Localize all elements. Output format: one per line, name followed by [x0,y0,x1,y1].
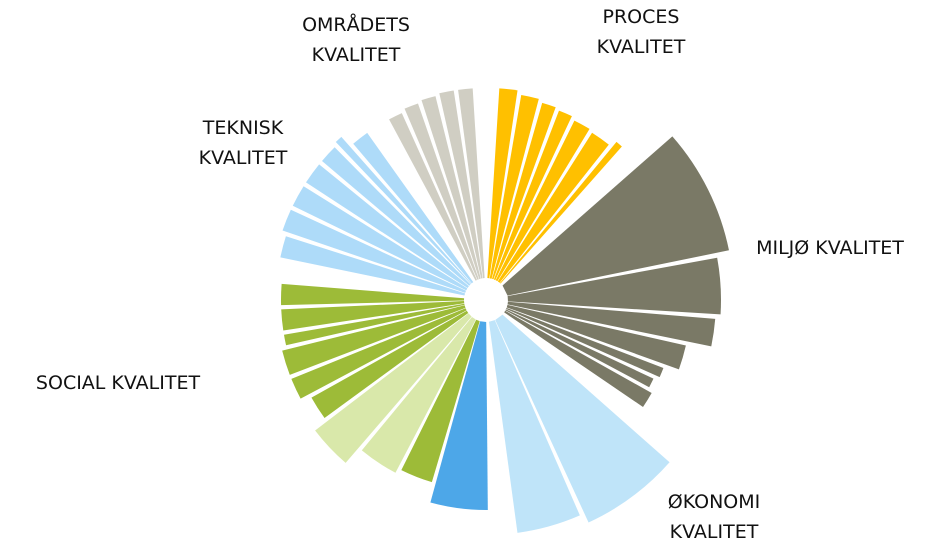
group-label: PROCES KVALITET [596,6,686,58]
wedge [281,301,465,331]
wedge [389,113,477,281]
group-label: MILJØ KVALITET [756,237,904,259]
wedge [361,316,476,473]
wedge [353,132,474,284]
wedge [315,313,472,463]
wedge [505,309,654,388]
wedge [492,102,556,280]
wedge [488,320,580,533]
wedge [335,136,472,285]
group-label: ØKONOMI KVALITET [667,491,761,543]
wedge [495,120,590,282]
wedge [504,310,652,408]
wedge [291,308,467,399]
wedge [497,132,609,283]
wedge [283,303,465,346]
wedge [430,321,488,510]
wedge [282,305,466,375]
group-label: OMRÅDETS KVALITET [302,14,410,66]
group-label: SOCIAL KVALITET [35,372,201,394]
wedge [439,90,483,279]
wedge [506,307,664,378]
wedge [507,257,722,315]
wedge [500,141,622,284]
wedge [421,96,481,280]
wedge [282,209,467,293]
wedge [495,314,670,523]
wedge [322,147,471,286]
wedge [401,319,480,483]
wedge [280,283,465,306]
wedge [507,301,716,347]
wedge [506,304,686,370]
wedge [458,88,485,279]
group-label: TEKNISK KVALITET [198,117,288,169]
wedge [404,103,479,280]
wedge [502,136,729,296]
wedge [305,164,469,288]
wedge [493,110,572,281]
wedge [487,88,518,279]
wedge [292,186,468,291]
wedge [489,95,539,279]
wedge [280,236,466,296]
wedge [311,310,469,419]
